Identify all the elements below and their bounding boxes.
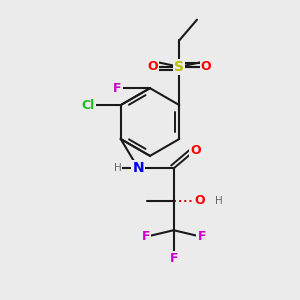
Text: H: H (215, 196, 223, 206)
Text: F: F (113, 82, 122, 95)
Text: H: H (114, 164, 122, 173)
Text: O: O (200, 60, 211, 73)
Text: F: F (197, 230, 206, 243)
Text: O: O (148, 60, 158, 73)
Text: O: O (195, 194, 206, 207)
Text: Cl: Cl (82, 99, 95, 112)
Text: N: N (133, 161, 144, 176)
Text: O: O (190, 144, 201, 157)
Text: S: S (174, 60, 184, 74)
Text: F: F (169, 252, 178, 265)
Text: F: F (142, 230, 150, 243)
